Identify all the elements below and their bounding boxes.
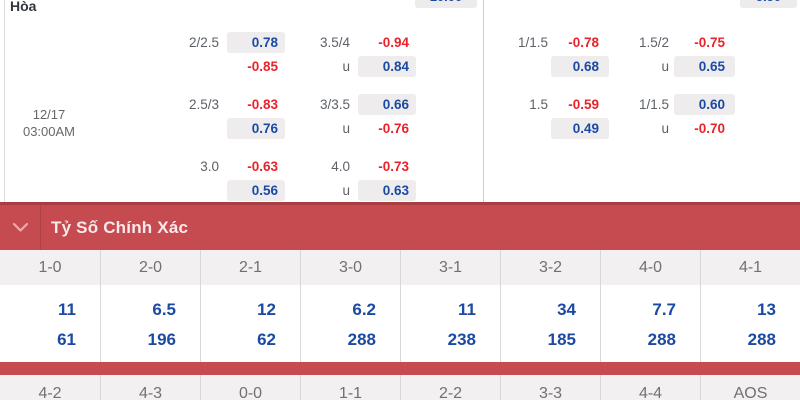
under-label: u: [342, 120, 350, 136]
under-label: u: [342, 182, 350, 198]
correct-score-grid-row2: 4-2 4-3 0-0 1-1 2-2 3-3 4-4 AOS: [0, 375, 800, 400]
correct-score-section-header[interactable]: Tỷ Số Chính Xác: [0, 202, 800, 250]
section-separator: [0, 362, 800, 375]
score-header: 4-4: [600, 375, 700, 400]
odds-button[interactable]: 0.78: [227, 31, 285, 53]
score-odds-button[interactable]: 288: [347, 330, 376, 349]
odds-row: 2.5/3 -0.83 3/3.5 0.66 0.76 u -0.76: [132, 92, 483, 140]
score-header: 4-3: [100, 375, 200, 400]
score-odds-button[interactable]: 185: [547, 330, 576, 349]
handicap-label: 3.5/4: [319, 34, 350, 50]
bar-divider: [40, 205, 41, 250]
match-time: 03:00AM: [22, 124, 76, 139]
score-odds-button[interactable]: 13: [757, 300, 776, 319]
odds-button[interactable]: -0.73: [378, 158, 409, 174]
handicap-panel-right: 1/1.5 -0.78 1.5/2 -0.75 0.68 u 0.65 1.5 …: [484, 0, 800, 154]
odds-button[interactable]: -0.76: [378, 120, 409, 136]
score-column: 3-1 11 238: [400, 250, 500, 362]
handicap-label: 1.5/2: [638, 34, 669, 50]
odds-button[interactable]: -0.59: [568, 96, 599, 112]
score-column: 2-0 6.5 196: [100, 250, 200, 362]
score-header: 2-1: [201, 250, 300, 285]
draw-odds-button[interactable]: 10.00: [415, 0, 477, 8]
score-header: 4-1: [701, 250, 800, 285]
score-column: 4-1 13 288: [700, 250, 800, 362]
score-odds-button[interactable]: 238: [447, 330, 476, 349]
under-label: u: [342, 58, 350, 74]
score-column: 1-0 11 61: [0, 250, 100, 362]
score-header: 2-0: [101, 250, 200, 285]
under-label: u: [661, 120, 669, 136]
score-odds-button[interactable]: 196: [147, 330, 176, 349]
score-header: 4-0: [601, 250, 700, 285]
score-header: 3-1: [401, 250, 500, 285]
score-odds-button[interactable]: 34: [557, 300, 576, 319]
draw-label: Hòa: [10, 0, 37, 14]
chevron-down-icon[interactable]: [0, 222, 40, 233]
odds-button[interactable]: 0.56: [227, 179, 285, 201]
odds-button[interactable]: 0.66: [358, 93, 416, 115]
panel-divider: [483, 0, 484, 202]
handicap-odds-section: Hòa 10.00 5.50 12/17 03:00AM 2/2.5 0.78 …: [4, 0, 800, 202]
score-header: 0-0: [200, 375, 300, 400]
odds-row: 1.5 -0.59 1/1.5 0.60 0.49 u -0.70: [485, 92, 800, 140]
score-odds-button[interactable]: 6.2: [352, 300, 376, 319]
odds-button[interactable]: -0.75: [694, 34, 725, 50]
odds-row: 3.0 -0.63 4.0 -0.73 0.56 u 0.63: [132, 154, 483, 202]
score-header: 3-3: [500, 375, 600, 400]
score-odds-button[interactable]: 62: [257, 330, 276, 349]
score-header: 4-2: [38, 385, 62, 400]
score-column: 2-1 12 62: [200, 250, 300, 362]
odds-button[interactable]: -0.83: [247, 96, 278, 112]
odds-button[interactable]: 0.63: [358, 179, 416, 201]
score-odds-button[interactable]: 288: [747, 330, 776, 349]
score-odds-button[interactable]: 6.5: [152, 300, 176, 319]
score-odds-button[interactable]: 288: [647, 330, 676, 349]
under-label: u: [661, 58, 669, 74]
odds-button[interactable]: 0.49: [551, 117, 609, 139]
odds-button[interactable]: 0.84: [358, 55, 416, 77]
score-header: 3-2: [501, 250, 600, 285]
score-header: 1-1: [300, 375, 400, 400]
score-header: 3-0: [301, 250, 400, 285]
odds-button[interactable]: -0.78: [568, 34, 599, 50]
odds-button[interactable]: -0.85: [247, 58, 278, 74]
handicap-panel-left: 2/2.5 0.78 3.5/4 -0.94 -0.85 u 0.84 2.5/…: [5, 0, 483, 216]
score-column: 3-0 6.2 288: [300, 250, 400, 362]
score-odds-button[interactable]: 61: [57, 330, 76, 349]
score-header: 1-0: [0, 250, 100, 285]
score-odds-button[interactable]: 7.7: [652, 300, 676, 319]
handicap-label: 1/1.5: [638, 96, 669, 112]
score-header: 2-2: [400, 375, 500, 400]
odds-button[interactable]: 0.60: [674, 93, 735, 115]
match-datetime: 12/17 03:00AM: [10, 106, 88, 140]
odds-button[interactable]: -0.94: [378, 34, 409, 50]
correct-score-grid: 1-0 11 61 2-0 6.5 196 2-1 12 62 3-0 6.2: [0, 250, 800, 362]
score-header: AOS: [700, 375, 800, 400]
score-odds-button[interactable]: 12: [257, 300, 276, 319]
score-column: 3-2 34 185: [500, 250, 600, 362]
handicap-label: 1.5: [529, 96, 548, 112]
odds-row: 1/1.5 -0.78 1.5/2 -0.75 0.68 u 0.65: [485, 30, 800, 78]
section-title: Tỷ Số Chính Xác: [51, 217, 189, 237]
handicap-label: 2.5/3: [188, 96, 219, 112]
score-odds-button[interactable]: 11: [458, 300, 476, 319]
score-odds-button[interactable]: 11: [58, 300, 76, 319]
score-column: 4-0 7.7 288: [600, 250, 700, 362]
odds-button[interactable]: -0.70: [694, 120, 725, 136]
handicap-label: 3.0: [200, 158, 219, 174]
away-odds-button[interactable]: 5.50: [740, 0, 797, 8]
handicap-label: 3/3.5: [319, 96, 350, 112]
handicap-label: 4.0: [331, 158, 350, 174]
odds-button[interactable]: -0.63: [247, 158, 278, 174]
handicap-label: 1/1.5: [517, 34, 548, 50]
odds-row: 2/2.5 0.78 3.5/4 -0.94 -0.85 u 0.84: [132, 30, 483, 78]
odds-button[interactable]: 0.68: [551, 55, 609, 77]
handicap-label: 2/2.5: [188, 34, 219, 50]
odds-button[interactable]: 0.65: [674, 55, 735, 77]
match-date: 12/17: [32, 107, 66, 122]
left-border-divider: [4, 0, 5, 202]
odds-button[interactable]: 0.76: [227, 117, 285, 139]
